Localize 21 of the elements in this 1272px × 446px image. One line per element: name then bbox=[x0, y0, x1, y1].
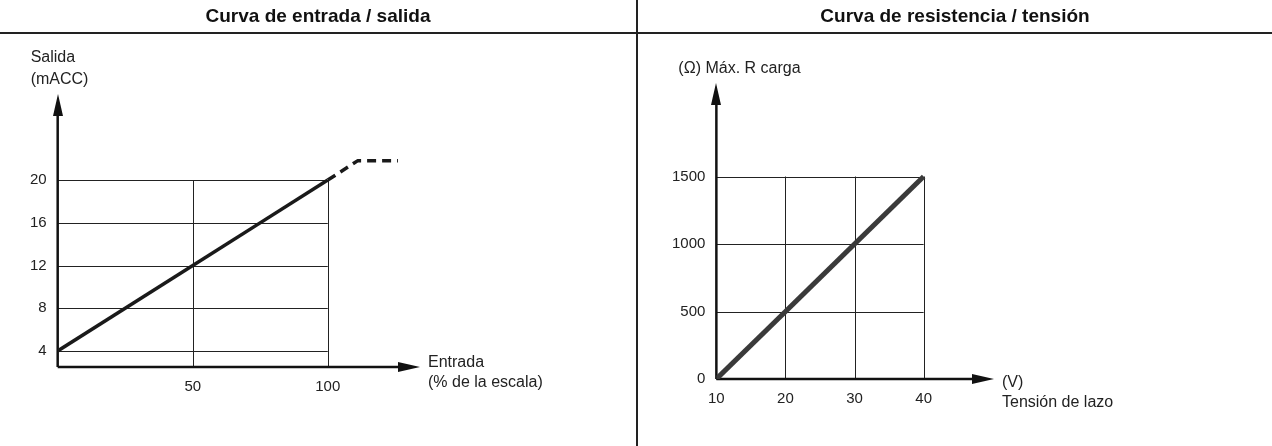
y-tick-label: 8 bbox=[38, 298, 47, 316]
y-axis-title: (Ω) Máx. R carga bbox=[678, 59, 801, 76]
y-tick-label: 4 bbox=[38, 341, 47, 359]
x-tick-label: 20 bbox=[777, 389, 794, 407]
y-tick-label: 20 bbox=[30, 170, 47, 188]
x-tick-label: 40 bbox=[915, 389, 932, 407]
chart-title: Curva de resistencia / tensión bbox=[638, 0, 1272, 34]
y-tick-label: 500 bbox=[680, 301, 706, 319]
y-tick-label: 0 bbox=[697, 369, 706, 387]
x-tick-label: 10 bbox=[708, 389, 725, 407]
y-tick-label: 12 bbox=[30, 255, 47, 273]
x-axis-title: (V) Tensión de lazo bbox=[1002, 373, 1114, 410]
y-tick-label: 16 bbox=[30, 212, 47, 230]
chart-title: Curva de entrada / salida bbox=[0, 0, 636, 34]
y-tick-label: 1500 bbox=[671, 166, 706, 184]
x-axis-title: Entrada (% de la escala) bbox=[428, 353, 543, 390]
x-tick-label: 100 bbox=[315, 377, 341, 395]
x-tick-label: 50 bbox=[184, 377, 202, 395]
y-tick-label: 1000 bbox=[671, 234, 706, 252]
x-tick-label: 30 bbox=[846, 389, 863, 407]
y-axis-title: Salida (mACC) bbox=[30, 48, 89, 87]
